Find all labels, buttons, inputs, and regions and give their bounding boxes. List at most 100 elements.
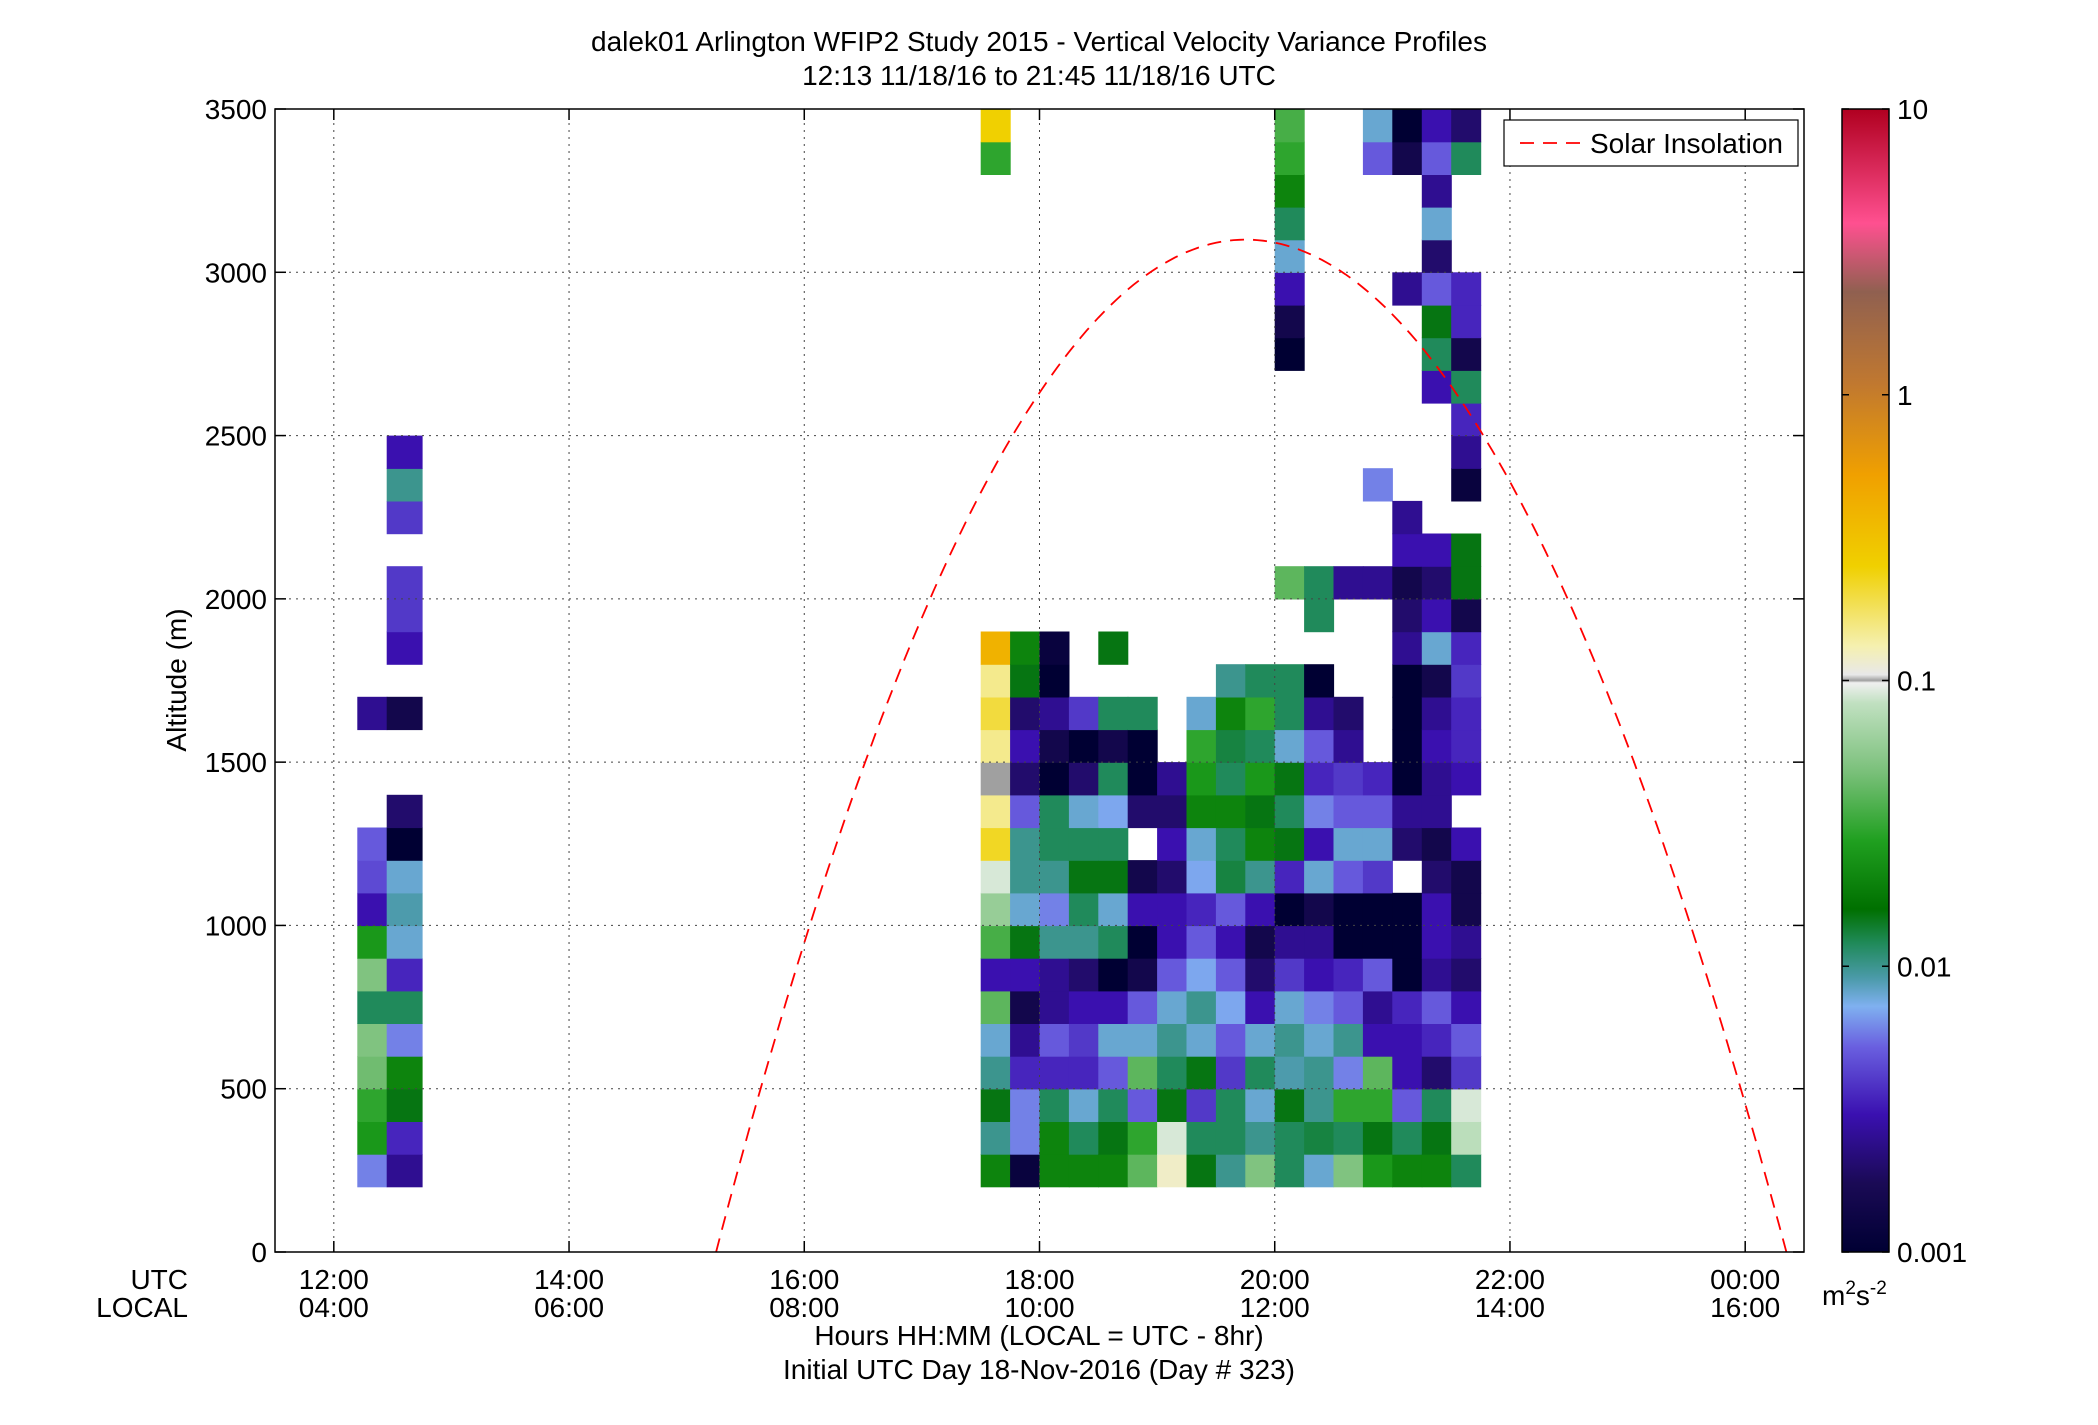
heat-cell-p15-b32 <box>1362 109 1393 143</box>
heat-cell-p13-b4 <box>1304 1023 1335 1057</box>
heat-cell-p3-b3 <box>1010 1056 1041 1090</box>
heat-cell-p5-b2 <box>1068 1088 1099 1122</box>
heat-cell-p2-b12 <box>980 762 1011 796</box>
heat-cell-p5-b5 <box>1068 990 1099 1024</box>
heat-cell-p17-b13 <box>1421 729 1452 763</box>
heat-cell-p17-b14 <box>1421 696 1452 731</box>
heat-cell-p18-b31 <box>1451 141 1482 175</box>
heat-cell-p12-b36 <box>1275 0 1305 12</box>
heat-cell-p17-b33 <box>1421 109 1452 110</box>
heat-cell-p5-b7 <box>1068 925 1099 959</box>
heat-cell-p3-b8 <box>1010 892 1041 927</box>
heat-cell-p4-b3 <box>1039 1056 1070 1090</box>
heat-cell-p3-b5 <box>1010 990 1041 1024</box>
heat-cell-p14-b11 <box>1333 794 1364 829</box>
heat-cell-p2-b8 <box>980 892 1011 927</box>
y-axis: 0 500 1000 1500 2000 2500 3000 3500 <box>205 94 1804 1268</box>
heat-cell-p12-b1 <box>1274 1121 1305 1155</box>
heat-cell-p6-b6 <box>1098 958 1129 992</box>
heat-cell-p11-b7 <box>1245 925 1276 959</box>
heat-cell-p17-b3 <box>1421 1056 1452 1090</box>
heat-cell-p15-b4 <box>1362 1023 1393 1057</box>
heat-cell-p6-b13 <box>1098 729 1129 763</box>
heat-cell-p14-b0 <box>1333 1154 1364 1188</box>
heat-cell-p8-b0 <box>1157 1154 1188 1188</box>
heat-cell-p16-b0 <box>1392 1154 1423 1188</box>
heat-cell-p7-b13 <box>1127 729 1158 763</box>
heat-cell-p16-b27 <box>1392 272 1423 306</box>
heat-cell-p11-b11 <box>1245 794 1276 829</box>
heat-cell-p17-b17 <box>1421 598 1452 633</box>
heat-cell-p8-b10 <box>1157 827 1188 861</box>
chart-subtitle: 12:13 11/18/16 to 21:45 11/18/16 UTC <box>802 60 1276 91</box>
legend-label: Solar Insolation <box>1590 128 1783 159</box>
heat-cell-p17-b29 <box>1421 207 1452 241</box>
heat-cell-p1-b3 <box>386 1056 423 1090</box>
heat-cell-p0-b5 <box>357 990 388 1024</box>
heat-cell-p7-b14 <box>1127 696 1158 731</box>
heat-cell-p14-b18 <box>1333 566 1364 600</box>
heat-cell-p4-b11 <box>1039 794 1070 829</box>
x-axis-label-day: Initial UTC Day 18-Nov-2016 (Day # 323) <box>783 1354 1295 1385</box>
colorbar-tick-label-1: 0.01 <box>1897 951 1952 982</box>
heat-cell-p9-b9 <box>1186 860 1217 894</box>
heat-cell-p18-b36 <box>1451 0 1481 12</box>
heat-cell-p17-b9 <box>1421 860 1452 894</box>
heat-cell-p8-b11 <box>1157 794 1188 829</box>
heat-cell-p16-b14 <box>1392 696 1423 731</box>
heat-cell-p5-b10 <box>1068 827 1099 861</box>
heat-cell-p12-b13 <box>1274 729 1305 763</box>
x-tick-label-local-2200: 14:00 <box>1475 1292 1545 1323</box>
heat-cell-p16-b33 <box>1392 109 1423 110</box>
heat-cell-p10-b0 <box>1215 1154 1246 1188</box>
heat-cell-p11-b4 <box>1245 1023 1276 1057</box>
heat-cell-p17-b24 <box>1421 370 1452 404</box>
heat-cell-p4-b7 <box>1039 925 1070 959</box>
heat-cell-p1-b16 <box>386 631 423 665</box>
heat-cell-p17-b19 <box>1421 533 1452 567</box>
legend: Solar Insolation <box>1503 119 1799 167</box>
heat-cell-p6-b3 <box>1098 1056 1129 1090</box>
heat-cell-p17-b26 <box>1421 304 1452 339</box>
heat-cell-p11-b6 <box>1245 958 1276 992</box>
heat-cell-p1-b21 <box>386 468 423 502</box>
heat-cell-p15-b18 <box>1362 566 1393 600</box>
heat-cell-p10-b5 <box>1215 990 1246 1024</box>
heat-cell-p17-b0 <box>1421 1154 1452 1188</box>
heat-cell-p18-b3 <box>1451 1056 1482 1090</box>
heat-cell-p3-b4 <box>1010 1023 1041 1057</box>
heat-cell-p11-b1 <box>1245 1121 1276 1155</box>
heat-cell-p12-b29 <box>1274 207 1305 241</box>
heat-cell-p18-b27 <box>1451 272 1482 306</box>
heat-cell-p12-b18 <box>1274 566 1305 600</box>
heat-cell-p8-b7 <box>1157 925 1188 959</box>
heat-cell-p0-b2 <box>357 1088 388 1122</box>
heat-cell-p9-b12 <box>1186 762 1217 796</box>
heat-cell-p15-b33 <box>1362 109 1393 110</box>
heat-cell-p16-b18 <box>1392 566 1423 600</box>
heat-cell-p1-b1 <box>386 1121 423 1155</box>
heat-cell-p10-b8 <box>1215 892 1246 927</box>
heat-cell-p7-b6 <box>1127 958 1158 992</box>
heat-cell-p17-b7 <box>1421 925 1452 959</box>
heat-cell-p18-b5 <box>1451 990 1482 1024</box>
heat-cell-p2-b5 <box>980 990 1011 1024</box>
heat-cell-p16-b1 <box>1392 1121 1423 1155</box>
heat-cell-p8-b2 <box>1157 1088 1188 1122</box>
heat-cell-p13-b3 <box>1304 1056 1335 1090</box>
heat-cell-p11-b13 <box>1245 729 1276 763</box>
heat-cell-p16-b12 <box>1392 762 1423 796</box>
heat-cell-p3-b15 <box>1010 664 1041 698</box>
heat-cell-p14-b4 <box>1333 1023 1364 1057</box>
heat-cell-p16-b31 <box>1392 141 1423 175</box>
heat-cell-p9-b6 <box>1186 958 1217 992</box>
y-tick-label-2500: 2500 <box>205 421 267 452</box>
heat-cell-p10-b15 <box>1215 664 1246 698</box>
heat-cell-p2-b4 <box>980 1023 1011 1057</box>
heat-cell-p7-b1 <box>1127 1121 1158 1155</box>
heat-cell-p3-b14 <box>1010 696 1041 731</box>
heat-cell-p15-b12 <box>1362 762 1393 796</box>
heat-cell-p4-b4 <box>1039 1023 1070 1057</box>
heat-cell-p10-b13 <box>1215 729 1246 763</box>
heat-cell-p10-b10 <box>1215 827 1246 861</box>
